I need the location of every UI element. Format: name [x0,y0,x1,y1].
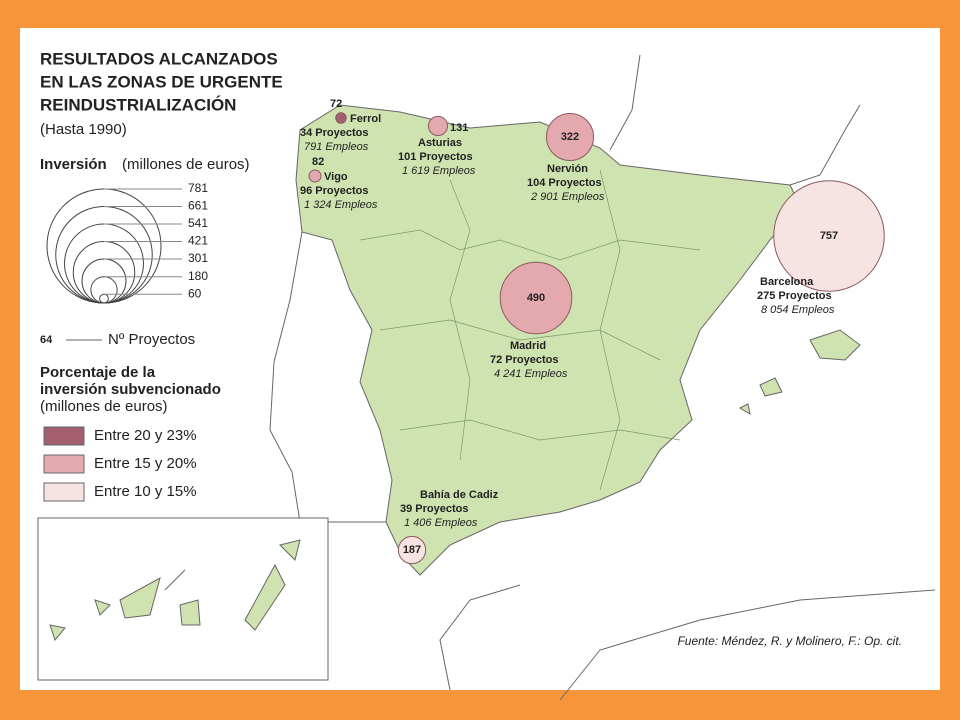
legend-unit: (millones de euros) [122,156,250,173]
zone-value: 82 [312,156,324,168]
zone-bubble [499,261,573,335]
percent-unit: (millones de euros) [40,398,168,415]
zone-projects: 39 Proyectos [400,503,468,515]
zone-value: 187 [403,544,421,556]
zone-name: Barcelona [760,276,814,288]
percent-title: Porcentaje de la [40,364,156,381]
zone-projects: 72 Proyectos [490,354,558,366]
class-label: Entre 20 y 23% [94,427,197,444]
baleares [738,329,861,416]
legend-value: 180 [188,269,208,283]
zone-jobs: 4 241 Empleos [494,368,568,380]
legend-value: 60 [188,286,202,300]
zone-value: 322 [561,131,579,143]
zone-name: Ferrol [350,113,381,125]
legend-title: Inversión [40,156,107,173]
subtitle: (Hasta 1990) [40,121,127,138]
zone-name: Vigo [324,171,348,183]
zone-name: Asturias [418,137,462,149]
canarias [49,539,301,642]
legend-value: 781 [188,181,208,195]
projects-sample: 64 [40,334,53,346]
legend-value: 421 [188,234,208,248]
legend-value: 541 [188,216,208,230]
zone-projects: 101 Proyectos [398,151,473,163]
zone-value: 72 [330,98,342,110]
class-label: Entre 10 y 15% [94,483,197,500]
title: EN LAS ZONAS DE URGENTE [40,72,283,91]
zone-jobs: 1 406 Empleos [404,517,478,529]
zone-bubble [335,112,347,124]
zone-name: Nervión [547,163,588,175]
projects-label: Nº Proyectos [108,331,195,348]
zone-projects: 34 Proyectos [300,127,368,139]
province-borders [359,169,701,491]
zone-value: 490 [527,292,545,304]
percent-title: inversión subvencionado [40,381,221,398]
class-label: Entre 15 y 20% [94,455,197,472]
legend-value: 661 [188,199,208,213]
canarias-inset [37,517,329,681]
zone-jobs: 1 324 Empleos [304,199,378,211]
zone-projects: 104 Proyectos [527,177,602,189]
zone-value: 757 [820,230,838,242]
zone-name: Madrid [510,340,546,352]
title: REINDUSTRIALIZACIÓN [40,95,236,114]
zone-bubble [308,169,322,183]
zone-bubble [397,535,427,565]
inset-divider [164,569,186,591]
zone-jobs: 8 054 Empleos [761,304,835,316]
zone-bubble [545,112,595,162]
africa-coast [439,584,521,691]
zone-bubble [773,180,885,292]
class-swatch [43,482,85,502]
zone-name: Bahía de Cadiz [420,489,499,501]
class-swatch [43,454,85,474]
zone-jobs: 791 Empleos [304,141,369,153]
spain [295,104,801,576]
zone-bubble [427,115,449,137]
legend-value: 301 [188,251,208,265]
class-swatch [43,426,85,446]
zone-jobs: 2 901 Empleos [530,191,605,203]
zone-jobs: 1 619 Empleos [402,165,476,177]
coastline [559,54,936,701]
title: RESULTADOS ALCANZADOS [40,49,278,68]
source: Fuente: Méndez, R. y Molinero, F.: Op. c… [677,634,902,648]
zone-projects: 96 Proyectos [300,185,368,197]
zone-value: 131 [450,122,468,134]
zone-projects: 275 Proyectos [757,290,832,302]
